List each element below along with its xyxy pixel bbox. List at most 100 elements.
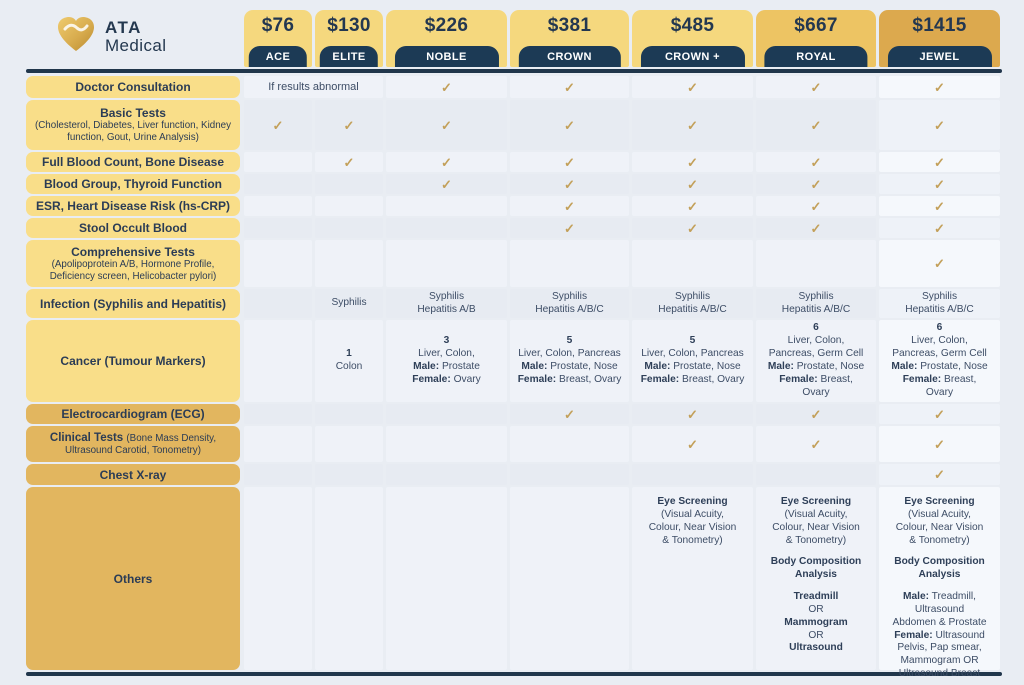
package-cell xyxy=(315,196,383,216)
table-row: Full Blood Count, Bone Disease ✓ ✓ ✓ ✓ ✓ ✓ xyxy=(26,152,1002,172)
package-cell: ✓ xyxy=(879,464,1000,485)
check-icon: ✓ xyxy=(934,198,945,214)
cell-text-line: 6 xyxy=(813,322,819,334)
package-cell: ✓ xyxy=(386,174,507,194)
cell-text-line: Eye Screening xyxy=(657,496,728,507)
package-cell: ✓ xyxy=(756,152,876,172)
package-cell: ✓ xyxy=(879,404,1000,424)
check-icon: ✓ xyxy=(687,154,698,170)
package-cell xyxy=(386,240,507,287)
package-cards: $76 ACE $130 ELITE $226 NOBLE $381 CROWN $485 CRO… xyxy=(244,10,1000,67)
cell-text-line: Hepatitis A/B/C xyxy=(535,303,604,315)
cell-text-block: Syphilis Hepatitis A/B/C xyxy=(636,291,749,317)
package-cell: ✓ xyxy=(632,100,753,150)
package-card-crown-: $485 CROWN + xyxy=(632,10,753,67)
check-icon: ✓ xyxy=(934,467,945,482)
package-price: $485 xyxy=(670,15,715,36)
package-cell: Syphilis Hepatitis A/B/C xyxy=(632,289,753,318)
table-row: Others Eye Screening (Visual Acuity, Colour… xyxy=(26,487,1002,679)
cell-text-line: Female: Breast, Ovary xyxy=(640,373,745,385)
cell-text-line: Colour, Near Vision xyxy=(772,521,860,533)
cell-text-line: & Tonometry) xyxy=(662,534,723,546)
package-cell: ✓ xyxy=(315,152,383,172)
package-cell xyxy=(244,174,312,194)
cell-text-line: Liver, Colon, xyxy=(418,348,475,360)
package-cell: ✓ xyxy=(879,240,1000,287)
package-cell: ✓ xyxy=(756,196,876,216)
cell-text-line: Analysis xyxy=(918,569,961,581)
package-cell xyxy=(315,464,383,485)
check-icon: ✓ xyxy=(934,256,945,271)
cell-text-line: OR xyxy=(808,629,824,641)
check-icon: ✓ xyxy=(564,198,575,214)
check-icon: ✓ xyxy=(687,117,698,133)
cell-text-line: Female: Breast, xyxy=(902,373,977,385)
cell-text-block: 5 Liver, Colon, Pancreas Male: Prostate, N… xyxy=(514,335,625,386)
check-icon: ✓ xyxy=(564,154,575,170)
row-label: Chest X-ray xyxy=(26,464,240,485)
check-icon: ✓ xyxy=(343,154,355,170)
package-cell: 5 Liver, Colon, Pancreas Male: Prostate, N… xyxy=(632,320,753,402)
package-cell: ✓ xyxy=(879,218,1000,238)
package-cell: ✓ xyxy=(632,218,753,238)
cell-text-line: Body Composition xyxy=(770,556,862,568)
cell-text-line: Hepatitis A/B/C xyxy=(905,303,974,315)
heart-icon xyxy=(56,16,96,57)
package-cell: ✓ xyxy=(510,100,629,150)
check-icon: ✓ xyxy=(343,117,355,133)
package-card-noble: $226 NOBLE xyxy=(386,10,507,67)
package-cell: Syphilis Hepatitis A/B/C xyxy=(756,289,876,318)
package-card-ace: $76 ACE xyxy=(244,10,312,67)
package-cell xyxy=(244,426,312,462)
cell-text-block: Syphilis xyxy=(319,297,379,310)
cell-text-line: Ovary xyxy=(802,386,830,398)
package-cell xyxy=(386,218,507,238)
check-icon: ✓ xyxy=(687,79,698,95)
cell-text-line: Ultrasound xyxy=(914,603,965,615)
package-cell: ✓ xyxy=(756,218,876,238)
package-cell: ✓ xyxy=(756,174,876,194)
package-price: $667 xyxy=(794,15,838,36)
check-icon: ✓ xyxy=(810,176,822,192)
table-row: Blood Group, Thyroid Function ✓ ✓ ✓ ✓ ✓ xyxy=(26,174,1002,194)
package-cell: Syphilis Hepatitis A/B xyxy=(386,289,507,318)
table-row: ESR, Heart Disease Risk (hs-CRP) ✓ ✓ ✓ ✓ xyxy=(26,196,1002,216)
package-cell xyxy=(244,240,312,287)
check-icon: ✓ xyxy=(934,154,945,170)
check-icon: ✓ xyxy=(810,406,822,422)
row-label: Cancer (Tumour Markers) xyxy=(26,320,240,402)
package-header-row: ATA Medical $76 ACE $130 ELITE $226 NOBLE $381… xyxy=(26,10,1002,67)
cell-text-line: Colon xyxy=(335,361,363,372)
table-row: Clinical Tests (Bone Mass Density, Ultra… xyxy=(26,426,1002,462)
check-icon: ✓ xyxy=(441,176,452,192)
table-row: Doctor Consultation If results abnormal ✓ ✓… xyxy=(26,76,1002,98)
package-cell xyxy=(632,240,753,287)
package-cell: 6 Liver, Colon, Pancreas, Germ Cell Male: P… xyxy=(879,320,1000,402)
cell-text-line: 5 xyxy=(566,335,573,347)
package-price: $76 xyxy=(261,15,295,36)
cell-text-line: Female: Ultrasound xyxy=(894,629,985,641)
cell-text-block: Eye Screening (Visual Acuity, Colour, Near… xyxy=(883,496,996,681)
package-cell xyxy=(315,240,383,287)
cell-text-line: Male: Prostate, Nose xyxy=(521,361,618,372)
cell-text-line: Syphilis xyxy=(428,290,465,302)
check-icon: ✓ xyxy=(810,436,822,452)
package-cell: ✓ xyxy=(632,152,753,172)
package-cell: 5 Liver, Colon, Pancreas Male: Prostate, N… xyxy=(510,320,629,402)
cell-text-line: Syphilis xyxy=(798,290,834,302)
cell-text-line: Hepatitis A/B/C xyxy=(658,303,727,315)
cell-text-line: Colour, Near Vision xyxy=(648,521,737,533)
package-cell: Eye Screening (Visual Acuity, Colour, Near… xyxy=(756,487,876,670)
cell-text-line: Pelvis, Pap smear, xyxy=(897,642,982,654)
cell-text-line: & Tonometry) xyxy=(785,534,847,546)
table-row: Cancer (Tumour Markers) 1 Colon 3 Liver, Col… xyxy=(26,320,1002,402)
check-icon: ✓ xyxy=(441,154,452,170)
cell-text-block: 1 Colon xyxy=(319,348,379,374)
check-icon: ✓ xyxy=(564,117,575,133)
package-cell: ✓ xyxy=(879,196,1000,216)
cell-text-line: Liver, Colon, Pancreas xyxy=(641,348,744,360)
package-cell xyxy=(510,464,629,485)
cell-text-line: Abdomen & Prostate xyxy=(892,616,987,628)
cell-text-line: Male: Treadmill, xyxy=(902,591,977,603)
package-cell: ✓ xyxy=(315,100,383,150)
